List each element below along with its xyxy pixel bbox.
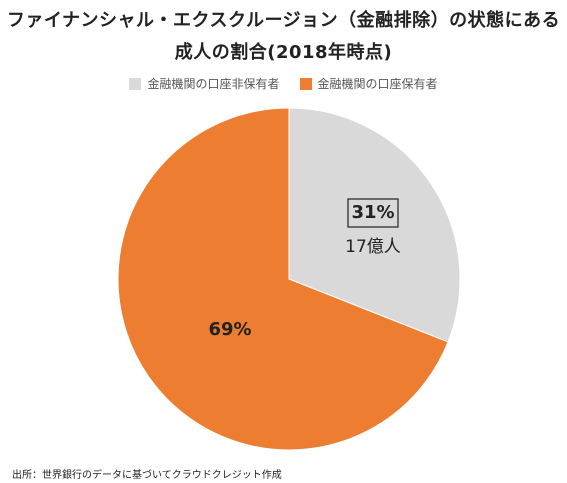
legend-item-holders: 金融機関の口座保有者: [299, 75, 438, 92]
pie-label-box-non-holders: [347, 198, 399, 228]
legend-label-holders: 金融機関の口座保有者: [317, 77, 438, 91]
chart-title-line1: ファイナンシャル・エクスクルージョン（金融排除）の状態にある: [6, 10, 561, 31]
legend-item-non-holders: 金融機関の口座非保有者: [129, 75, 280, 92]
pie-slice-holders: [117, 107, 449, 451]
legend-swatch-holders: [299, 77, 312, 90]
chart-title-line2: 成人の割合(2018年時点): [174, 42, 393, 63]
source-note: 出所：世界銀行のデータに基づいてクラウドクレジット作成: [12, 470, 282, 481]
pie-slice-non-holders: [288, 107, 461, 343]
legend-swatch-non-holders: [129, 77, 142, 90]
chart-legend: 金融機関の口座非保有者 金融機関の口座保有者: [0, 75, 567, 92]
legend-label-non-holders: 金融機関の口座非保有者: [147, 77, 280, 91]
pie-label-non-holders: 31%: [351, 202, 394, 223]
pie-label-holders: 69%: [208, 319, 251, 340]
pie-sublabel-non-holders: 17億人: [345, 237, 401, 257]
